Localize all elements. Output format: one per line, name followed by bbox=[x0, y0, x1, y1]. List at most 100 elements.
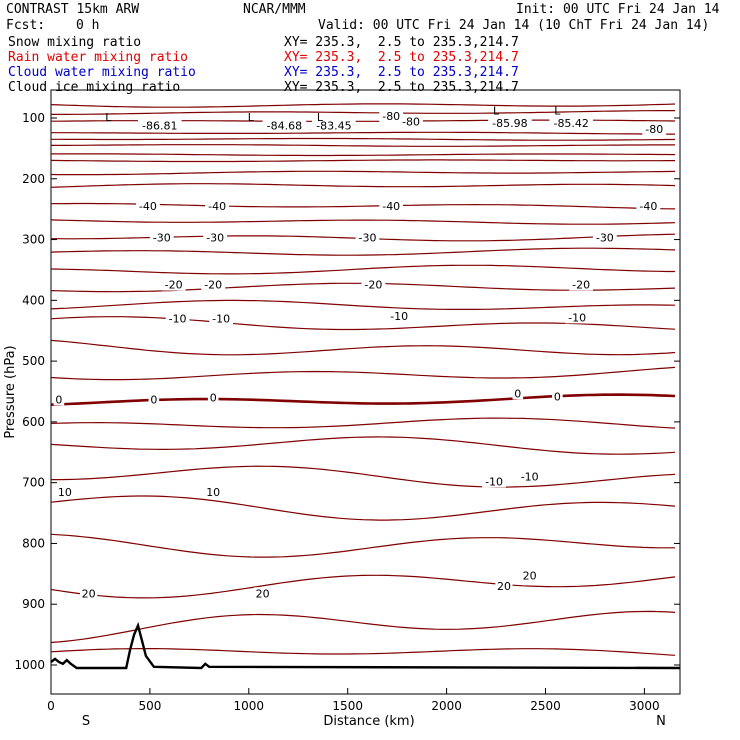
temp-label: -30 bbox=[358, 232, 376, 245]
x-axis-title: Distance (km) bbox=[323, 714, 414, 729]
legend-cloudice-xy: XY= 235.3, 2.5 to 235.3,214.7 bbox=[284, 80, 519, 95]
temp-label: -30 bbox=[596, 232, 614, 245]
plot-frame bbox=[50, 89, 681, 695]
temp-label-bg bbox=[488, 116, 532, 129]
temp-label-bg bbox=[495, 579, 513, 592]
temp-label-bg bbox=[379, 200, 404, 213]
temp-label-bg bbox=[361, 278, 386, 291]
init-time: Init: 00 UTC Fri 24 Jan 14 bbox=[516, 2, 720, 17]
temp-label-bg bbox=[379, 110, 404, 123]
temp-label: -40 bbox=[208, 200, 226, 213]
x-tick-label: 2500 bbox=[530, 699, 561, 713]
isotherm-line bbox=[50, 533, 675, 558]
low-marker: L bbox=[493, 105, 500, 118]
fcst-label: Fcst: bbox=[6, 18, 46, 33]
isotherm-line bbox=[50, 366, 676, 381]
temp-label-bg bbox=[565, 311, 590, 324]
temp-label-bg bbox=[399, 115, 423, 128]
isotherm-line bbox=[50, 436, 676, 455]
valid-time: Valid: 00 UTC Fri 24 Jan 14 (10 ChT Fri … bbox=[318, 18, 710, 33]
temp-label-bg bbox=[56, 485, 74, 498]
y-tick-label: 400 bbox=[22, 293, 45, 307]
low-marker: L bbox=[105, 111, 112, 124]
isotherm-line bbox=[50, 170, 676, 176]
temp-label: 0 bbox=[210, 392, 217, 405]
temp-label-bg bbox=[203, 231, 228, 244]
y-axis-title: Pressure (hPa) bbox=[3, 345, 18, 438]
temp-label-bg bbox=[387, 310, 412, 323]
y-tick-label: 100 bbox=[22, 111, 45, 125]
temp-label-bg bbox=[254, 587, 272, 600]
isotherm-line bbox=[50, 417, 676, 429]
temp-label: -80 bbox=[645, 123, 663, 136]
isotherm-lines bbox=[50, 103, 676, 656]
temp-label-bg bbox=[148, 393, 160, 406]
temp-label-bg bbox=[355, 231, 380, 244]
isotherm-line bbox=[50, 247, 676, 256]
temp-label-bg bbox=[312, 119, 356, 132]
temp-label: -40 bbox=[139, 200, 157, 213]
temp-label: -40 bbox=[639, 200, 657, 213]
temp-label: -80 bbox=[382, 110, 400, 123]
temp-label-bg bbox=[205, 200, 230, 213]
y-tick-label: 300 bbox=[22, 233, 45, 247]
temp-label: 20 bbox=[497, 580, 511, 593]
isotherm-line bbox=[50, 495, 676, 521]
isotherm-line bbox=[50, 393, 676, 406]
isotherm-line bbox=[50, 299, 676, 310]
terrain-profile bbox=[50, 621, 681, 670]
temp-label-bg bbox=[521, 569, 539, 582]
x-tick-label: 500 bbox=[138, 699, 161, 713]
temp-label-bg bbox=[204, 485, 222, 498]
temp-label-bg bbox=[149, 231, 174, 244]
temp-label: -10 bbox=[212, 313, 230, 326]
low-marker: L bbox=[317, 111, 324, 124]
isotherm-line bbox=[51, 144, 675, 147]
isotherm-line bbox=[50, 574, 676, 599]
temp-label: -10 bbox=[568, 311, 586, 324]
temp-label: 0 bbox=[554, 390, 561, 403]
temp-label: 10 bbox=[206, 486, 220, 499]
legend-cloudwater-name: Cloud water mixing ratio bbox=[8, 65, 196, 80]
temp-label-bg bbox=[209, 312, 234, 325]
temp-label: 0 bbox=[55, 393, 62, 406]
temp-label: -10 bbox=[521, 471, 539, 484]
x-end-label-south: S bbox=[82, 714, 90, 729]
isotherm-line bbox=[50, 316, 676, 331]
y-tick-label: 500 bbox=[22, 354, 45, 368]
temp-label-bg bbox=[549, 116, 594, 129]
temp-label: 20 bbox=[82, 587, 96, 600]
temp-label: -85.98 bbox=[492, 117, 527, 130]
y-tick-label: 800 bbox=[22, 536, 45, 550]
temp-label: -30 bbox=[153, 232, 171, 245]
temp-label-bg bbox=[79, 587, 98, 600]
temp-label: 10 bbox=[58, 486, 72, 499]
temp-label: -83.45 bbox=[316, 119, 351, 132]
temp-label-bg bbox=[136, 200, 160, 213]
isotherm-line bbox=[50, 183, 676, 188]
temp-label-bg bbox=[642, 122, 667, 135]
model-title: CONTRAST 15km ARW bbox=[6, 2, 140, 17]
temp-label-bg bbox=[137, 119, 182, 132]
temp-label: 0 bbox=[514, 387, 521, 400]
legend-snow-xy: XY= 235.3, 2.5 to 235.3,214.7 bbox=[284, 35, 519, 50]
legend-rain-xy: XY= 235.3, 2.5 to 235.3,214.7 bbox=[284, 50, 519, 65]
isotherm-line bbox=[51, 465, 676, 488]
low-marker: L bbox=[554, 105, 561, 118]
temp-label-bg bbox=[53, 393, 65, 406]
temp-label-bg bbox=[207, 391, 219, 404]
temp-label: -20 bbox=[364, 279, 382, 292]
temp-label-bg bbox=[165, 312, 190, 325]
isotherm-line bbox=[50, 648, 676, 656]
y-tick-label: 900 bbox=[22, 597, 45, 611]
temp-label: -20 bbox=[572, 279, 590, 292]
isotherm-line bbox=[50, 610, 676, 644]
x-tick-label: 0 bbox=[47, 699, 55, 713]
temperature-labels: -80-80-80-86.81 -84.68 -83.45 -85.98 -85.42-… bbox=[53, 105, 667, 600]
x-end-label-north: N bbox=[656, 714, 666, 729]
temp-label: -40 bbox=[382, 200, 400, 213]
isotherm-line bbox=[51, 110, 675, 115]
isotherm-line bbox=[50, 103, 676, 108]
temp-label-bg bbox=[201, 278, 226, 291]
